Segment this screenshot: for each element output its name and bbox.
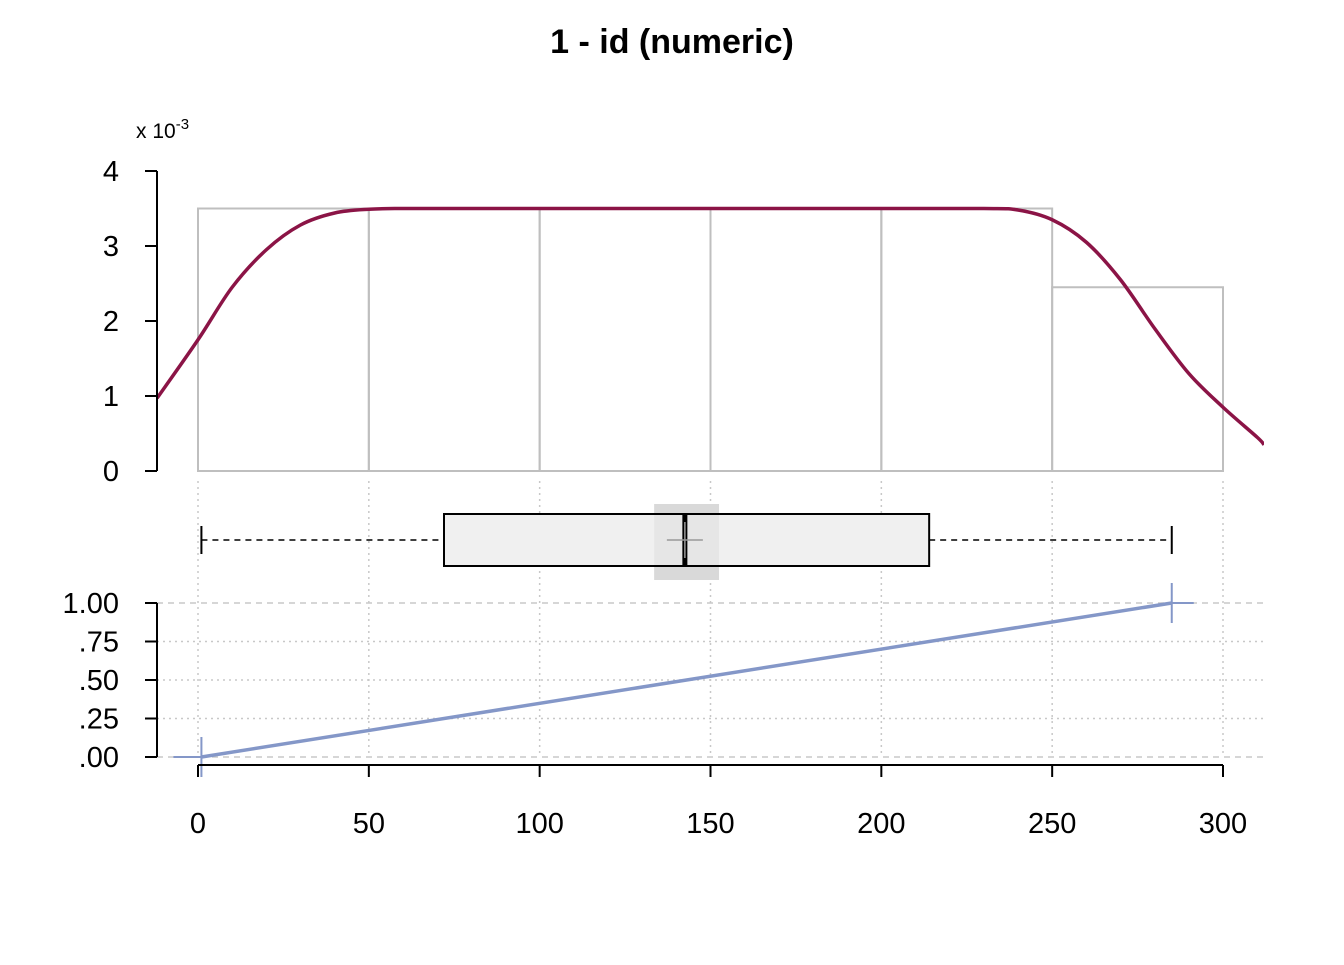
x-tick-label: 50 (353, 808, 385, 840)
histogram-bar (709, 207, 883, 472)
histogram-y-tick-label: 3 (103, 231, 119, 263)
ecdf-line (201, 601, 1173, 759)
histogram-y-tick-label: 2 (103, 306, 119, 338)
x-tick-label: 200 (857, 808, 905, 840)
histogram-y-tick-label: 4 (103, 156, 119, 188)
histogram-bar (1051, 286, 1224, 472)
histogram-scale-label: x 10-3 (136, 116, 189, 143)
histogram-y-tick-label: 0 (103, 456, 119, 488)
ecdf-y-tick-label: .00 (79, 742, 119, 774)
histogram-bar (880, 207, 1054, 472)
x-tick-label: 0 (190, 808, 206, 840)
x-tick-label: 150 (686, 808, 734, 840)
ecdf-y-tick-label: 1.00 (63, 588, 119, 620)
ecdf-y-tick-label: .50 (79, 665, 119, 697)
histogram-bar (538, 207, 712, 472)
x-tick-label: 250 (1028, 808, 1076, 840)
density-curve (157, 206, 1264, 446)
chart-title: 1 - id (numeric) (550, 23, 794, 61)
ecdf-y-tick-label: .75 (79, 627, 119, 659)
histogram-scale-exponent: -3 (176, 116, 189, 133)
histogram-y-tick-label: 1 (103, 381, 119, 413)
x-tick-label: 100 (515, 808, 563, 840)
histogram-bar (367, 207, 541, 472)
ecdf-y-tick-label: .25 (79, 704, 119, 736)
x-tick-label: 300 (1199, 808, 1247, 840)
histogram-bar (197, 207, 370, 472)
